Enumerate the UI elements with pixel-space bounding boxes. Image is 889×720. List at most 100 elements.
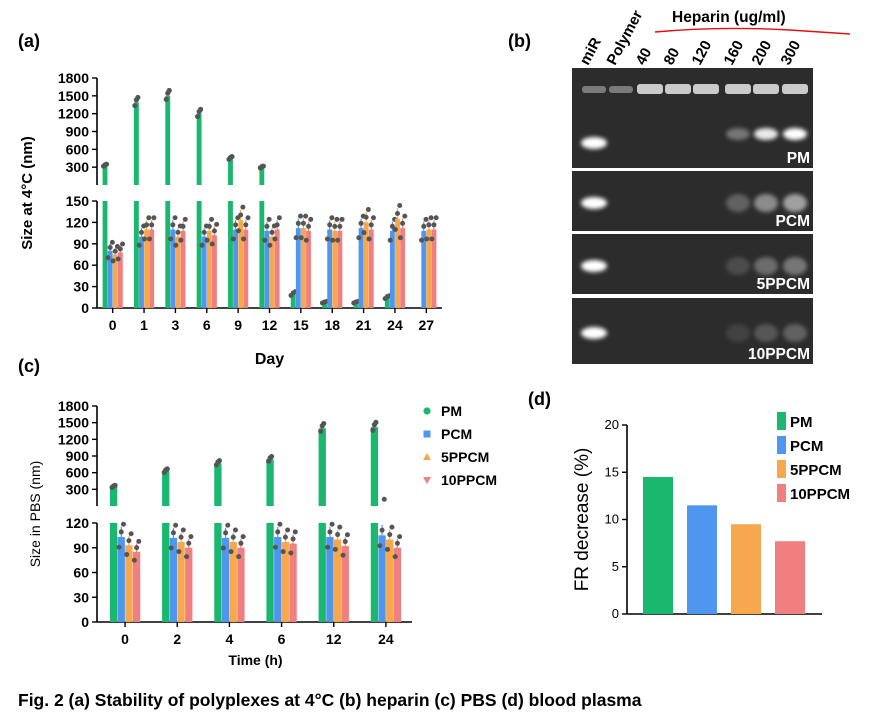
data-point — [306, 223, 312, 229]
data-point — [292, 529, 298, 535]
bar-pcm — [233, 229, 239, 308]
data-point — [337, 223, 343, 229]
data-point — [146, 215, 152, 221]
bar-pm-upper — [318, 428, 326, 506]
data-point — [262, 237, 268, 243]
data-point — [178, 237, 184, 243]
data-point — [321, 420, 327, 427]
y-tick-label: 150 — [66, 193, 90, 209]
data-point — [290, 536, 296, 542]
data-point — [298, 235, 304, 241]
data-point — [116, 544, 122, 550]
data-point — [149, 222, 155, 228]
y-tick-label: 1200 — [58, 106, 89, 122]
data-point — [204, 237, 210, 243]
data-point — [206, 223, 212, 229]
data-point — [195, 113, 201, 120]
bar-10ppcm — [117, 252, 123, 308]
data-point — [280, 549, 286, 555]
data-point — [172, 215, 178, 221]
red-underline — [654, 27, 851, 35]
data-point — [276, 215, 282, 221]
bar-5ppcm — [281, 541, 290, 622]
data-point — [209, 216, 215, 222]
data-point — [329, 215, 335, 221]
bar-5ppcm — [300, 228, 306, 308]
data-point — [186, 540, 192, 546]
data-point — [332, 223, 338, 229]
y-tick-label: 10 — [605, 512, 619, 527]
data-point — [182, 216, 188, 222]
data-point — [368, 222, 374, 228]
x-tick-label: 6 — [203, 317, 211, 333]
bar-pm-lower — [162, 523, 170, 622]
bar-pm-upper — [370, 427, 379, 506]
data-point — [235, 228, 241, 234]
data-point — [329, 521, 335, 527]
y-tick-label: 1500 — [58, 88, 89, 104]
data-point — [173, 522, 179, 528]
legend-marker-circle — [423, 407, 431, 415]
bar-pm-lower — [228, 201, 233, 308]
data-point — [392, 554, 398, 560]
bar-5ppcm — [125, 545, 133, 622]
data-point — [241, 236, 247, 242]
bar-pm — [290, 293, 296, 308]
bound-band — [782, 84, 808, 94]
panel-label: (d) — [528, 389, 551, 409]
data-point — [423, 216, 429, 222]
data-point — [240, 534, 246, 540]
data-point — [198, 106, 204, 112]
released-mir-band — [726, 324, 750, 342]
panel-label: (c) — [18, 356, 40, 376]
data-point — [117, 246, 123, 252]
data-point — [419, 237, 425, 243]
data-point — [365, 207, 371, 213]
data-point — [282, 534, 288, 540]
bar-10ppcm — [400, 228, 406, 308]
bar-pm-lower — [266, 523, 274, 622]
x-tick-label: 24 — [378, 631, 394, 647]
data-point — [387, 532, 393, 538]
data-point — [245, 215, 251, 221]
data-point — [124, 551, 130, 557]
data-point — [334, 216, 340, 222]
data-point — [275, 529, 281, 535]
data-point — [268, 453, 275, 460]
data-point — [173, 242, 179, 248]
data-point — [285, 527, 291, 533]
data-point — [373, 419, 379, 425]
bound-band — [753, 84, 779, 94]
data-point — [377, 543, 383, 549]
x-tick-label: 4 — [226, 631, 234, 647]
released-mir-band — [783, 257, 807, 275]
bar-pcm — [327, 229, 333, 308]
y-tick-label: 90 — [73, 236, 89, 252]
x-tick-label: 1 — [140, 317, 148, 333]
strip-label: PM — [787, 150, 810, 167]
y-tick-label: 0 — [81, 614, 89, 630]
data-point — [387, 237, 393, 243]
strip-label: 10PPCM — [748, 346, 810, 363]
bar-pm-lower — [133, 201, 139, 308]
bound-band — [637, 84, 663, 94]
y-tick-label: 300 — [66, 481, 90, 497]
bar-pm-upper — [109, 486, 118, 506]
data-point — [397, 202, 403, 208]
data-point — [295, 220, 301, 226]
y-axis-label: Size in PBS (nm) — [27, 461, 43, 568]
bar-5ppcm — [426, 229, 432, 308]
data-point — [273, 544, 279, 550]
data-point — [385, 546, 391, 552]
bar-pm-upper — [259, 167, 265, 185]
data-point — [356, 235, 362, 241]
lane-label: 120 — [689, 38, 716, 68]
data-point — [233, 222, 239, 228]
bar-pm-lower — [196, 201, 202, 308]
released-mir-band — [726, 128, 750, 140]
bar-10ppcm — [211, 235, 217, 308]
data-point — [126, 538, 132, 544]
data-point — [229, 154, 235, 160]
data-point — [325, 544, 331, 550]
